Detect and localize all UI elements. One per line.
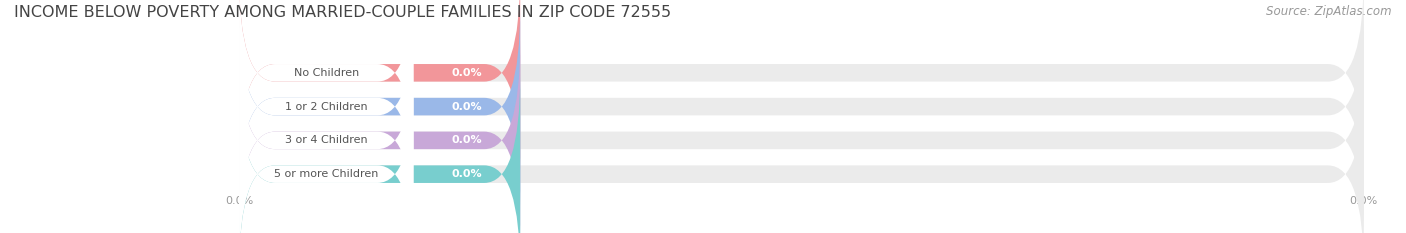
FancyBboxPatch shape xyxy=(239,41,1364,233)
Text: 0.0%: 0.0% xyxy=(451,169,482,179)
Text: 0.0%: 0.0% xyxy=(451,68,482,78)
FancyBboxPatch shape xyxy=(239,41,520,233)
Text: 5 or more Children: 5 or more Children xyxy=(274,169,378,179)
FancyBboxPatch shape xyxy=(239,41,413,233)
FancyBboxPatch shape xyxy=(239,7,520,206)
FancyBboxPatch shape xyxy=(239,75,1364,233)
FancyBboxPatch shape xyxy=(239,7,1364,206)
Text: 0.0%: 0.0% xyxy=(451,102,482,112)
Text: 0.0%: 0.0% xyxy=(451,135,482,145)
Text: Source: ZipAtlas.com: Source: ZipAtlas.com xyxy=(1267,5,1392,18)
FancyBboxPatch shape xyxy=(239,0,413,172)
FancyBboxPatch shape xyxy=(239,0,520,172)
FancyBboxPatch shape xyxy=(239,7,413,206)
Text: No Children: No Children xyxy=(294,68,359,78)
Text: 3 or 4 Children: 3 or 4 Children xyxy=(285,135,367,145)
FancyBboxPatch shape xyxy=(239,0,1364,172)
FancyBboxPatch shape xyxy=(239,75,520,233)
Text: INCOME BELOW POVERTY AMONG MARRIED-COUPLE FAMILIES IN ZIP CODE 72555: INCOME BELOW POVERTY AMONG MARRIED-COUPL… xyxy=(14,5,671,20)
FancyBboxPatch shape xyxy=(239,75,413,233)
Text: 1 or 2 Children: 1 or 2 Children xyxy=(285,102,367,112)
